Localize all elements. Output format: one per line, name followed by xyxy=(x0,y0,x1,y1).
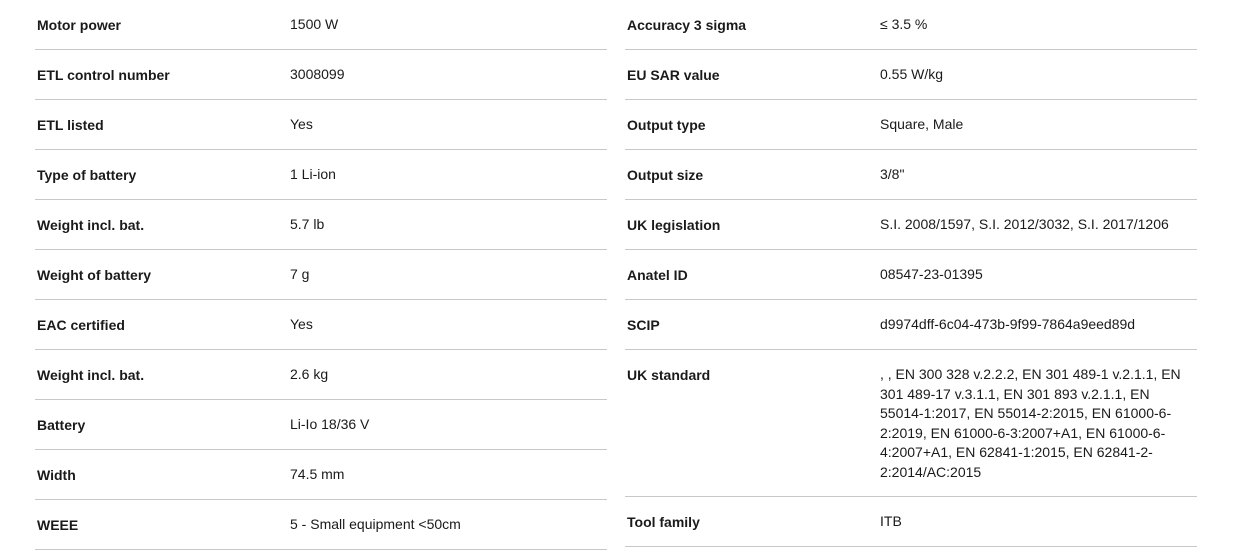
spec-value: d9974dff-6c04-473b-9f99-7864a9eed89d xyxy=(880,316,1136,332)
spec-value: 5 - Small equipment <50cm xyxy=(290,516,461,532)
spec-value: ITB xyxy=(880,513,902,529)
spec-row: Width 74.5 mm xyxy=(35,450,607,500)
spec-label: Type of battery xyxy=(37,167,137,183)
spec-label: SCIP xyxy=(627,317,660,333)
spec-row: WEEE 5 - Small equipment <50cm xyxy=(35,500,607,550)
spec-row: UK standard , , EN 300 328 v.2.2.2, EN 30… xyxy=(625,350,1197,497)
spec-label: Width xyxy=(37,467,76,483)
spec-label: Weight incl. bat. xyxy=(37,217,145,233)
spec-label: UK standard xyxy=(627,367,711,383)
spec-value: 2.6 kg xyxy=(290,366,329,382)
spec-label: Output size xyxy=(627,167,704,183)
spec-row: SCIP d9974dff-6c04-473b-9f99-7864a9eed89d xyxy=(625,300,1197,350)
spec-value: 1 Li-ion xyxy=(290,166,336,182)
spec-value: Li-Io 18/36 V xyxy=(290,416,370,432)
spec-label: ETL control number xyxy=(37,67,170,83)
spec-row: Output type Square, Male xyxy=(625,100,1197,150)
spec-value: 74.5 mm xyxy=(290,466,345,482)
spec-row: Weight incl. bat. 5.7 lb xyxy=(35,200,607,250)
spec-label: WEEE xyxy=(37,517,79,533)
spec-table-right: Accuracy 3 sigma ≤ 3.5 % EU SAR value 0.55 … xyxy=(625,0,1197,547)
spec-value: 5.7 lb xyxy=(290,216,325,232)
spec-value: 3008099 xyxy=(290,66,345,82)
spec-table-left: Motor power 1500 W ETL control number 30080… xyxy=(35,0,607,550)
spec-label: Output type xyxy=(627,117,706,133)
spec-row: UK legislation S.I. 2008/1597, S.I. 2012/… xyxy=(625,200,1197,250)
spec-value: Yes xyxy=(290,316,313,332)
spec-label: Weight incl. bat. xyxy=(37,367,145,383)
spec-value: 7 g xyxy=(290,266,310,282)
spec-row: Battery Li-Io 18/36 V xyxy=(35,400,607,450)
spec-row: Type of battery 1 Li-ion xyxy=(35,150,607,200)
spec-row: Tool family ITB xyxy=(625,497,1197,547)
spec-row: Weight incl. bat. 2.6 kg xyxy=(35,350,607,400)
spec-label: Battery xyxy=(37,417,86,433)
spec-value: S.I. 2008/1597, S.I. 2012/3032, S.I. 201… xyxy=(880,216,1169,232)
spec-row: Motor power 1500 W xyxy=(35,0,607,50)
spec-label: UK legislation xyxy=(627,217,721,233)
spec-value: Yes xyxy=(290,116,313,132)
spec-row: Accuracy 3 sigma ≤ 3.5 % xyxy=(625,0,1197,50)
spec-row: EAC certified Yes xyxy=(35,300,607,350)
spec-row: Weight of battery 7 g xyxy=(35,250,607,300)
spec-label: Weight of battery xyxy=(37,267,152,283)
spec-label: EU SAR value xyxy=(627,67,720,83)
spec-row: Output size 3/8" xyxy=(625,150,1197,200)
spec-value: 08547-23-01395 xyxy=(880,266,983,282)
spec-label: EAC certified xyxy=(37,317,125,333)
spec-label: ETL listed xyxy=(37,117,104,133)
spec-row: ETL control number 3008099 xyxy=(35,50,607,100)
spec-value: ≤ 3.5 % xyxy=(880,16,928,32)
spec-row: EU SAR value 0.55 W/kg xyxy=(625,50,1197,100)
spec-label: Motor power xyxy=(37,17,121,33)
spec-label: Tool family xyxy=(627,514,700,530)
spec-row: Anatel ID 08547-23-01395 xyxy=(625,250,1197,300)
spec-label: Accuracy 3 sigma xyxy=(627,17,747,33)
spec-value: Square, Male xyxy=(880,116,964,132)
spec-value: 0.55 W/kg xyxy=(880,66,944,82)
spec-value: 1500 W xyxy=(290,16,339,32)
spec-label: Anatel ID xyxy=(627,267,688,283)
spec-row: ETL listed Yes xyxy=(35,100,607,150)
spec-value: 3/8" xyxy=(880,166,905,182)
spec-value: , , EN 300 328 v.2.2.2, EN 301 489-1 v.2… xyxy=(880,366,1181,480)
